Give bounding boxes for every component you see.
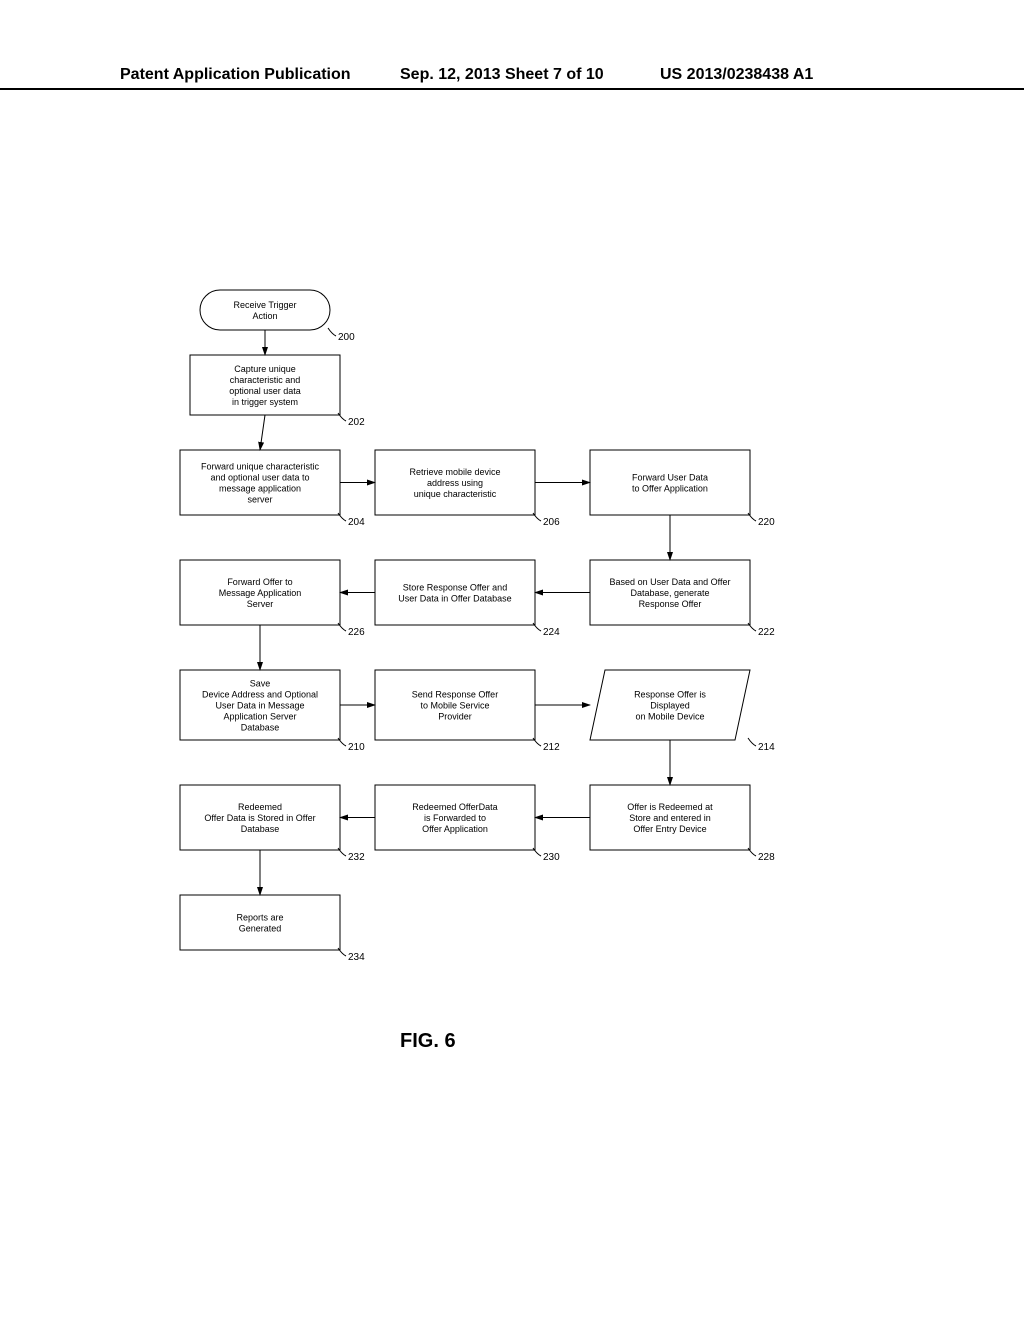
svg-text:Save: Save xyxy=(250,679,271,689)
svg-text:224: 224 xyxy=(543,627,560,638)
flowchart-node: Redeemed OfferDatais Forwarded toOffer A… xyxy=(375,785,560,863)
svg-text:Forward Offer to: Forward Offer to xyxy=(227,577,292,587)
svg-text:Offer Data is Stored in Offer: Offer Data is Stored in Offer xyxy=(204,813,315,823)
svg-text:214: 214 xyxy=(758,742,775,753)
svg-text:200: 200 xyxy=(338,332,355,343)
svg-text:and optional user data to: and optional user data to xyxy=(210,473,309,483)
svg-text:Store and entered in: Store and entered in xyxy=(629,813,711,823)
flowchart-node: Response Offer isDisplayedon Mobile Devi… xyxy=(590,670,775,753)
svg-text:222: 222 xyxy=(758,627,775,638)
svg-text:220: 220 xyxy=(758,517,775,528)
header-left: Patent Application Publication xyxy=(120,66,351,84)
svg-text:Receive Trigger: Receive Trigger xyxy=(233,300,296,310)
flowchart-node: Retrieve mobile deviceaddress usinguniqu… xyxy=(375,450,560,528)
svg-text:Response Offer is: Response Offer is xyxy=(634,690,706,700)
svg-text:Redeemed: Redeemed xyxy=(238,802,282,812)
svg-text:Forward unique characteristic: Forward unique characteristic xyxy=(201,462,320,472)
svg-text:228: 228 xyxy=(758,852,775,863)
svg-text:Database: Database xyxy=(241,723,280,733)
page-header-rule xyxy=(0,88,1024,90)
svg-text:server: server xyxy=(247,495,272,505)
svg-text:Provider: Provider xyxy=(438,712,472,722)
svg-text:Based on User Data and Offer: Based on User Data and Offer xyxy=(610,577,731,587)
svg-text:232: 232 xyxy=(348,852,365,863)
flowchart-node: RedeemedOffer Data is Stored in OfferDat… xyxy=(180,785,365,863)
svg-text:Application Server: Application Server xyxy=(223,712,296,722)
flowchart-node: Send Response Offerto Mobile ServiceProv… xyxy=(375,670,560,753)
figure-label: FIG. 6 xyxy=(400,1030,456,1053)
svg-text:Database: Database xyxy=(241,824,280,834)
header-right: US 2013/0238438 A1 xyxy=(660,66,813,84)
flowchart-diagram: Receive TriggerAction 200 Capture uniquech… xyxy=(160,280,800,1020)
svg-text:on Mobile Device: on Mobile Device xyxy=(635,712,704,722)
svg-text:Reports are: Reports are xyxy=(236,913,283,923)
svg-text:Offer is Redeemed at: Offer is Redeemed at xyxy=(627,802,713,812)
svg-text:Action: Action xyxy=(252,311,277,321)
svg-text:message application: message application xyxy=(219,484,301,494)
svg-text:210: 210 xyxy=(348,742,365,753)
svg-text:Offer Entry Device: Offer Entry Device xyxy=(633,824,706,834)
svg-text:Send Response Offer: Send Response Offer xyxy=(412,690,498,700)
svg-text:230: 230 xyxy=(543,852,560,863)
svg-text:Generated: Generated xyxy=(239,924,282,934)
svg-text:Redeemed OfferData: Redeemed OfferData xyxy=(412,802,497,812)
svg-text:optional user data: optional user data xyxy=(229,386,301,396)
svg-text:204: 204 xyxy=(348,517,365,528)
svg-text:234: 234 xyxy=(348,952,365,963)
svg-text:Message Application: Message Application xyxy=(219,588,302,598)
flowchart-node: Forward User Datato Offer Application 220 xyxy=(590,450,775,528)
svg-text:Retrieve mobile device: Retrieve mobile device xyxy=(409,467,500,477)
svg-text:206: 206 xyxy=(543,517,560,528)
svg-text:Displayed: Displayed xyxy=(650,701,690,711)
flowchart-node: Based on User Data and OfferDatabase, ge… xyxy=(590,560,775,638)
svg-text:Device Address and Optional: Device Address and Optional xyxy=(202,690,318,700)
svg-text:is Forwarded to: is Forwarded to xyxy=(424,813,486,823)
svg-text:Forward User Data: Forward User Data xyxy=(632,473,708,483)
flowchart-edge xyxy=(260,415,265,450)
flowchart-node: Forward Offer toMessage ApplicationServe… xyxy=(180,560,365,638)
svg-text:202: 202 xyxy=(348,417,365,428)
flowchart-node: Receive TriggerAction 200 xyxy=(200,290,355,343)
flowchart-node: Offer is Redeemed atStore and entered in… xyxy=(590,785,775,863)
svg-text:User Data in Offer Database: User Data in Offer Database xyxy=(398,594,511,604)
svg-text:Store Response Offer and: Store Response Offer and xyxy=(403,583,507,593)
flowchart-node: Reports areGenerated 234 xyxy=(180,895,365,963)
svg-text:User Data in Message: User Data in Message xyxy=(215,701,304,711)
svg-text:characteristic and: characteristic and xyxy=(230,375,301,385)
flowchart-node: Capture uniquecharacteristic andoptional… xyxy=(190,355,365,428)
svg-text:to Mobile Service: to Mobile Service xyxy=(420,701,489,711)
svg-text:Server: Server xyxy=(247,599,274,609)
flowchart-node: Forward unique characteristicand optiona… xyxy=(180,450,365,528)
flowchart-node: Store Response Offer andUser Data in Off… xyxy=(375,560,560,638)
svg-text:226: 226 xyxy=(348,627,365,638)
svg-text:unique characteristic: unique characteristic xyxy=(414,489,497,499)
svg-text:address using: address using xyxy=(427,478,483,488)
svg-text:to Offer Application: to Offer Application xyxy=(632,484,708,494)
svg-text:Database, generate: Database, generate xyxy=(630,588,709,598)
svg-text:Offer Application: Offer Application xyxy=(422,824,488,834)
header-center: Sep. 12, 2013 Sheet 7 of 10 xyxy=(400,66,604,84)
svg-text:212: 212 xyxy=(543,742,560,753)
svg-text:Response Offer: Response Offer xyxy=(639,599,702,609)
flowchart-node: SaveDevice Address and OptionalUser Data… xyxy=(180,670,365,753)
svg-text:in trigger system: in trigger system xyxy=(232,397,298,407)
svg-text:Capture unique: Capture unique xyxy=(234,364,296,374)
